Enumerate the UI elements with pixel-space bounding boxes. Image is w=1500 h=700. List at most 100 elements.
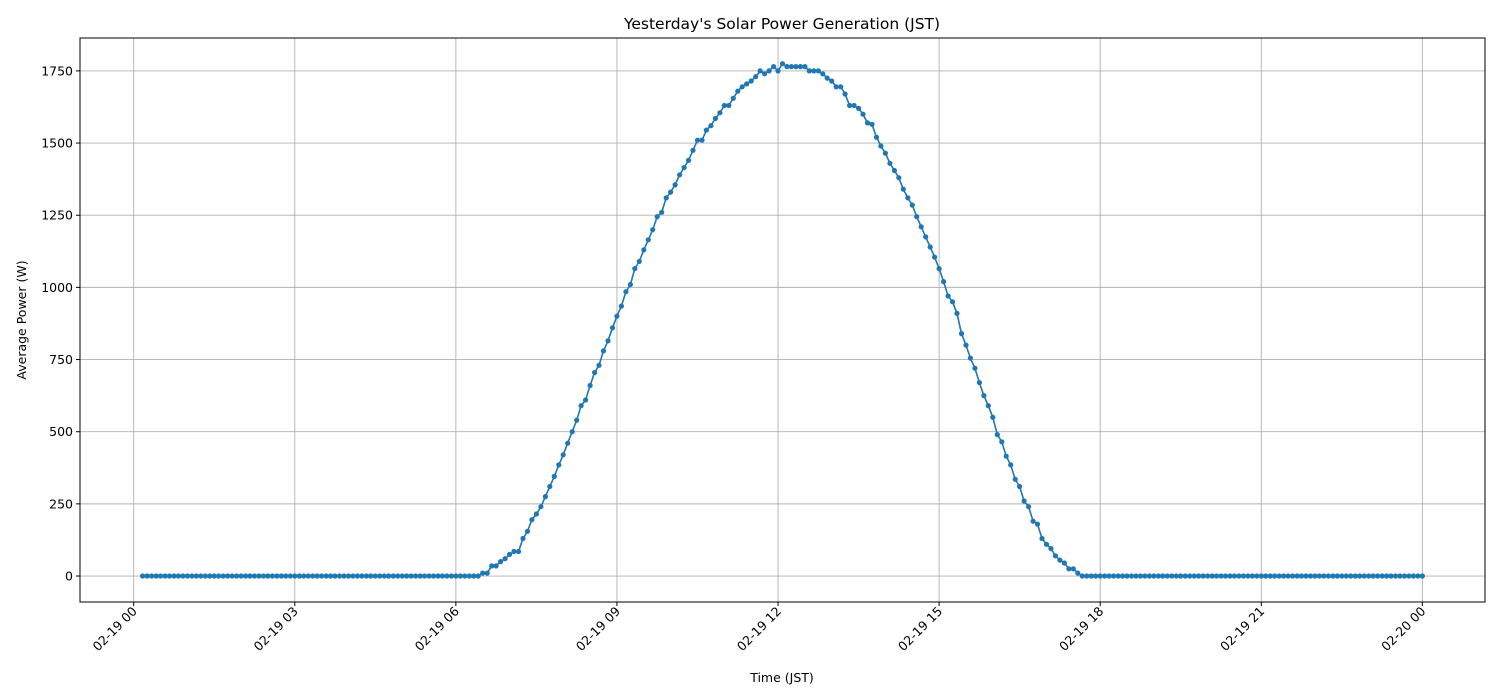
data-point <box>936 266 942 272</box>
data-point <box>1218 573 1224 579</box>
data-point <box>779 61 786 67</box>
data-point <box>1343 573 1349 579</box>
data-point <box>533 511 540 517</box>
data-point <box>1388 573 1394 579</box>
data-point <box>645 237 651 243</box>
data-point <box>1415 573 1421 579</box>
data-point <box>444 573 450 579</box>
data-point <box>1285 573 1291 579</box>
data-point <box>189 573 195 579</box>
data-point <box>1155 573 1161 579</box>
data-point <box>1088 573 1094 579</box>
data-point <box>583 397 589 403</box>
data-point <box>618 303 625 309</box>
data-point <box>408 573 414 579</box>
data-point <box>363 573 369 579</box>
data-point <box>354 573 360 579</box>
data-point <box>1263 573 1269 579</box>
data-point <box>918 224 924 230</box>
data-point <box>1384 573 1390 579</box>
data-point <box>668 189 674 195</box>
data-point <box>381 573 387 579</box>
data-point <box>166 573 173 579</box>
data-point <box>287 573 293 579</box>
data-point <box>958 331 965 337</box>
data-point <box>985 403 991 409</box>
data-point <box>193 573 199 579</box>
data-point <box>757 68 763 74</box>
y-tick-label: 1750 <box>41 63 73 78</box>
x-tick-label: 02-19 15 <box>895 604 945 654</box>
data-point <box>1115 573 1121 579</box>
data-point <box>198 573 204 579</box>
data-point <box>493 563 499 569</box>
data-point <box>721 102 727 109</box>
data-point <box>972 365 978 371</box>
data-point <box>806 68 812 74</box>
data-point <box>1303 573 1309 579</box>
data-point <box>471 573 477 579</box>
data-point <box>1026 504 1032 510</box>
data-point <box>305 573 311 579</box>
data-point <box>1111 573 1117 579</box>
data-point <box>873 134 880 140</box>
data-point <box>1205 573 1211 579</box>
data-point <box>735 88 741 94</box>
data-point <box>860 111 866 117</box>
data-point <box>234 573 240 579</box>
data-point <box>157 573 164 579</box>
data-point <box>1200 573 1206 579</box>
data-point <box>216 573 222 579</box>
data-point <box>1137 573 1144 579</box>
data-point <box>1057 557 1063 563</box>
data-point <box>430 573 437 579</box>
data-point <box>1290 573 1296 579</box>
data-point <box>788 64 795 70</box>
data-point <box>869 121 875 127</box>
data-point <box>1254 573 1260 579</box>
data-point <box>941 279 947 285</box>
data-point <box>1070 566 1076 572</box>
data-point <box>820 71 826 77</box>
data-point <box>377 573 383 579</box>
data-point <box>341 573 347 579</box>
data-point <box>350 573 356 579</box>
data-point <box>981 393 987 399</box>
data-point <box>882 150 889 156</box>
data-point <box>1357 573 1363 579</box>
data-point <box>1406 573 1412 579</box>
data-point <box>650 227 656 233</box>
data-point <box>144 573 150 579</box>
data-point <box>260 573 267 579</box>
data-point <box>1222 573 1229 579</box>
data-point <box>1401 573 1408 579</box>
data-point <box>1169 573 1175 579</box>
data-point <box>990 414 996 420</box>
data-point <box>909 202 915 208</box>
data-point <box>404 573 410 579</box>
data-point <box>475 573 481 579</box>
data-point <box>225 573 231 579</box>
data-point <box>748 78 754 84</box>
x-tick-label: 02-19 21 <box>1217 604 1267 654</box>
data-point <box>1048 546 1054 552</box>
data-point <box>847 102 853 109</box>
data-point <box>1030 518 1036 524</box>
data-point <box>963 342 969 348</box>
data-point <box>605 338 611 344</box>
x-tick-label: 02-19 09 <box>573 603 623 653</box>
data-point <box>905 195 911 201</box>
data-point <box>811 68 817 74</box>
data-point <box>1227 573 1233 579</box>
data-point <box>632 266 638 272</box>
data-point <box>515 548 522 555</box>
y-axis: 0 250 500 750 1000 1250 1500 1750 <box>41 63 80 584</box>
data-point <box>932 254 938 260</box>
data-point <box>712 115 719 122</box>
data-point <box>435 573 441 579</box>
data-point <box>417 573 423 579</box>
series-path <box>142 62 1423 577</box>
data-point <box>1258 573 1264 579</box>
grid <box>80 38 1485 602</box>
data-point <box>967 355 974 361</box>
